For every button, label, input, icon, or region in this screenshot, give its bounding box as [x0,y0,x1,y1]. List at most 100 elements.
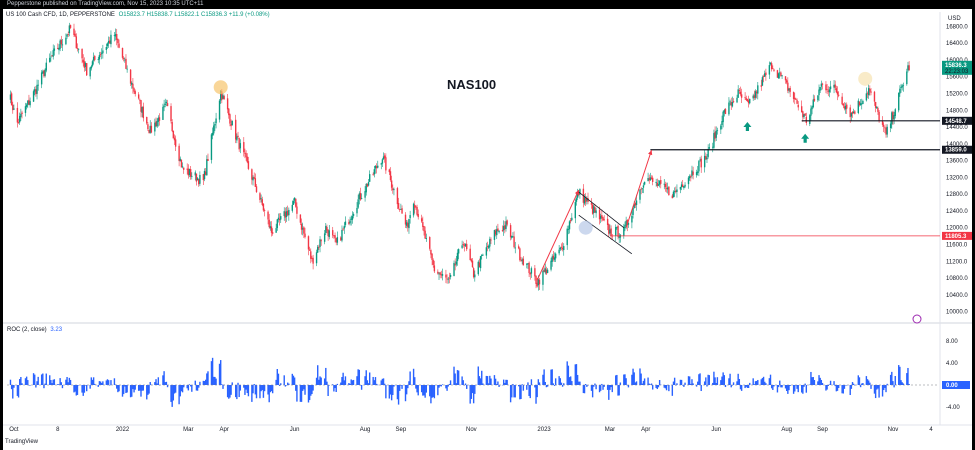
candle-body [390,180,393,188]
candle-body [878,111,880,122]
candle-body [812,99,814,108]
candle-body [753,95,756,98]
candle-body [280,216,282,220]
candle-body [121,48,124,58]
roc-bar [777,385,780,388]
candle-body [657,184,660,186]
candle-body [828,89,831,93]
candle-body [132,83,134,89]
roc-bar [772,385,774,391]
roc-bar [148,385,150,394]
roc-bar [308,385,311,401]
candle-body [422,222,424,228]
roc-bar [106,379,109,385]
time-tick-label: 8 [56,427,60,433]
roc-bar [765,383,767,385]
roc-bar [69,379,72,385]
candle-body [826,89,828,91]
roc-bar [529,385,531,399]
candle-body [780,72,782,77]
candle-body [849,107,851,118]
candle-body [647,177,649,181]
candle-body [724,109,727,114]
price-tick-label: 12000.0 [946,226,968,232]
candle-body [133,88,135,92]
candle-body [740,94,743,98]
candle-body [393,189,395,191]
roc-bar [664,385,667,389]
candle-body [857,100,859,113]
roc-bar [137,385,140,391]
candle-body [358,193,361,200]
roc-bar [632,368,634,385]
roc-bar [173,385,176,394]
candle-body [563,246,565,251]
roc-bar [198,385,200,388]
candle-body [518,246,520,249]
roc-bar [146,385,148,400]
candle-body [89,67,91,77]
roc-bar [817,381,819,385]
candle-body [598,209,601,220]
candle-body [907,65,909,71]
candle-body [315,252,318,264]
roc-bar [285,385,288,386]
candle-body [326,226,328,231]
roc-bar [486,376,489,385]
roc-bar [126,385,128,393]
candle-body [536,282,538,287]
candle-body [744,97,746,98]
roc-bar [110,380,112,385]
chart-title: NAS100 [447,77,497,92]
candle-body [323,233,326,242]
roc-bar [278,385,281,386]
roc-bar [643,378,646,385]
roc-bar [247,385,250,397]
roc-bar [527,382,529,385]
candle-body [869,88,871,92]
roc-bar [67,382,69,385]
candle-body [67,34,69,35]
time-tick-label: Oct [9,427,19,433]
roc-bar [594,383,596,385]
candle-body [618,236,620,238]
roc-bar [506,379,508,385]
roc-bar [762,376,765,385]
roc-bar [611,385,613,393]
candle-body [616,226,618,228]
candle-body [908,65,910,71]
candle-body [293,197,296,201]
roc-bar [348,383,350,385]
candle-body [409,215,411,219]
candle-body [82,59,84,63]
roc-bar [530,379,533,385]
time-tick-label: 2022 [116,427,130,433]
roc-bar [453,366,455,385]
roc-bar [877,385,879,389]
roc-bar [253,384,255,385]
candle-body [118,43,120,48]
candle-body [639,189,641,200]
candle-body [732,101,735,103]
roc-bar [17,385,20,398]
candle-body [429,237,431,249]
candle-body [180,159,183,168]
candle-body [498,230,500,233]
indicator-value: 3.23 [50,327,63,333]
candle-body [501,229,504,232]
candle-body [833,84,835,88]
roc-bar [546,385,549,387]
roc-bar [52,379,54,385]
candle-body [73,28,75,35]
candle-body [37,84,39,86]
roc-bar [553,385,556,386]
roc-bar [713,371,715,385]
candle-body [642,185,645,188]
candle-body [632,208,634,215]
candle-body [456,252,459,262]
candle-body [231,120,233,126]
roc-bar [336,383,339,385]
roc-bar [390,385,393,401]
candle-body [210,134,213,160]
